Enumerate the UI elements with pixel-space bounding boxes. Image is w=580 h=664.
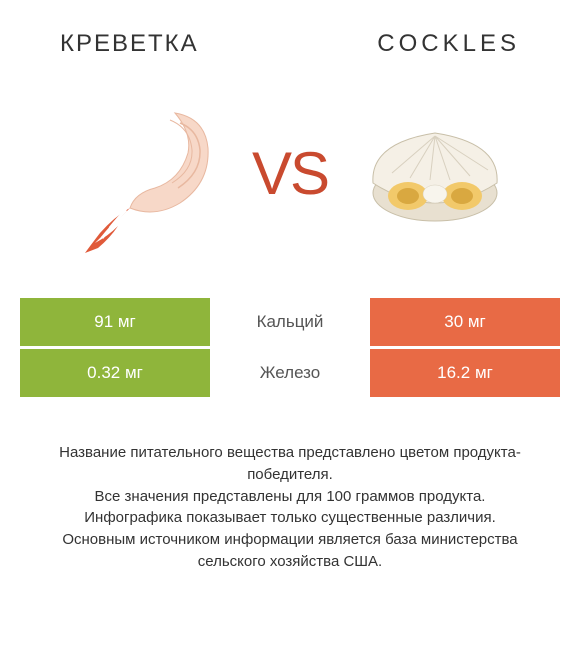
footer-text: Название питательного вещества представл… — [20, 442, 560, 573]
cell-label: Железо — [210, 349, 370, 397]
shrimp-icon — [60, 88, 230, 258]
cockle-icon — [350, 88, 520, 258]
cell-right-value: 16.2 мг — [370, 349, 560, 397]
title-left: Креветка — [60, 30, 199, 58]
footer-line: Все значения представлены для 100 граммо… — [45, 486, 535, 508]
vs-label: VS — [252, 139, 328, 208]
cell-left-value: 0.32 мг — [20, 349, 210, 397]
title-row: Креветка COCKLES — [20, 30, 560, 58]
footer-line: Основным источником информации является … — [45, 529, 535, 573]
nutrient-table: 91 мг Кальций 30 мг 0.32 мг Железо 16.2 … — [20, 298, 560, 397]
table-row: 0.32 мг Железо 16.2 мг — [20, 349, 560, 397]
hero-row: VS — [20, 83, 560, 263]
cell-label: Кальций — [210, 298, 370, 346]
footer-line: Название питательного вещества представл… — [45, 442, 535, 486]
infographic-container: Креветка COCKLES VS — [0, 0, 580, 593]
cell-right-value: 30 мг — [370, 298, 560, 346]
cell-left-value: 91 мг — [20, 298, 210, 346]
table-row: 91 мг Кальций 30 мг — [20, 298, 560, 346]
title-right: COCKLES — [377, 30, 520, 58]
footer-line: Инфографика показывает только существенн… — [45, 507, 535, 529]
